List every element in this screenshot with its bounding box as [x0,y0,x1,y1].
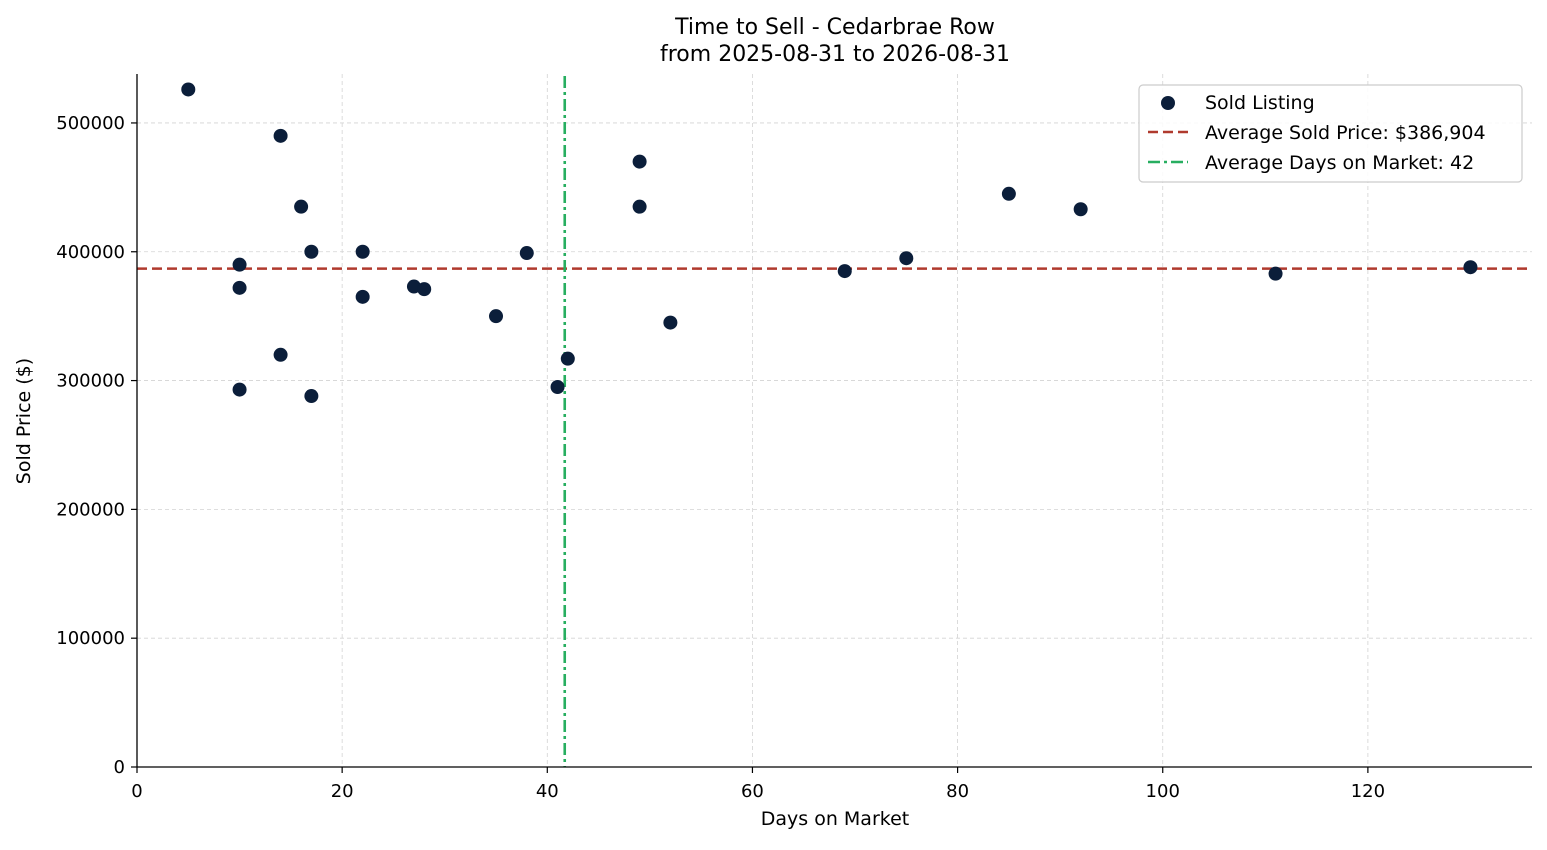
legend-label: Sold Listing [1205,92,1315,114]
sold-listing-point [273,347,288,362]
sold-listing-point [1268,266,1283,281]
sold-listing-point [355,244,370,259]
legend-label: Average Sold Price: $386,904 [1205,122,1486,144]
sold-listing-point [837,264,852,279]
sold-listing-point [550,380,565,395]
y-tick-label: 500000 [56,113,125,134]
y-tick-label: 200000 [56,499,125,520]
sold-listing-point [273,128,288,143]
sold-listing-point [663,315,678,330]
chart-subtitle: from 2025-08-31 to 2026-08-31 [660,42,1010,67]
sold-listing-point [355,289,370,304]
data-points [181,82,1478,404]
y-tick-label: 0 [114,757,125,778]
y-tick-label: 100000 [56,628,125,649]
sold-listing-point [232,382,247,397]
x-tick-label: 0 [131,781,142,802]
sold-listing-point [1001,186,1016,201]
sold-listing-point [1463,260,1478,275]
x-tick-label: 20 [331,781,354,802]
y-axis-label: Sold Price ($) [13,358,35,484]
reference-lines [137,76,1532,767]
legend: Sold Listing Average Sold Price: $386,904… [1138,84,1523,183]
legend-marker [1161,96,1175,110]
x-tick-label: 100 [1146,781,1180,802]
x-tick-label: 120 [1351,781,1385,802]
x-tick-label: 80 [946,781,969,802]
sold-listing-point [489,309,504,324]
chart-title: Time to Sell - Cedarbrae Row [674,15,995,40]
sold-listing-point [899,251,914,266]
sold-listing-point [294,199,309,214]
sold-listing-point [232,280,247,295]
sold-listing-point [560,351,575,366]
legend-box [1138,84,1523,183]
sold-listing-point [632,199,647,214]
sold-listing-point [304,244,319,259]
x-tick-label: 40 [536,781,559,802]
sold-listing-point [632,154,647,169]
axes: 0 20 40 60 80 100 120 0 100000 200000 300000 400000… [56,74,1532,802]
sold-listing-point [417,282,432,297]
sold-listing-point [519,246,534,261]
x-axis-label: Days on Market [761,808,909,830]
sold-listing-point [232,257,247,272]
sold-listing-point [304,389,319,404]
sold-listing-point [181,82,196,97]
y-tick-label: 400000 [56,242,125,263]
x-tick-label: 60 [741,781,764,802]
legend-label: Average Days on Market: 42 [1205,152,1474,174]
sold-listing-point [1073,202,1088,217]
y-tick-label: 300000 [56,371,125,392]
